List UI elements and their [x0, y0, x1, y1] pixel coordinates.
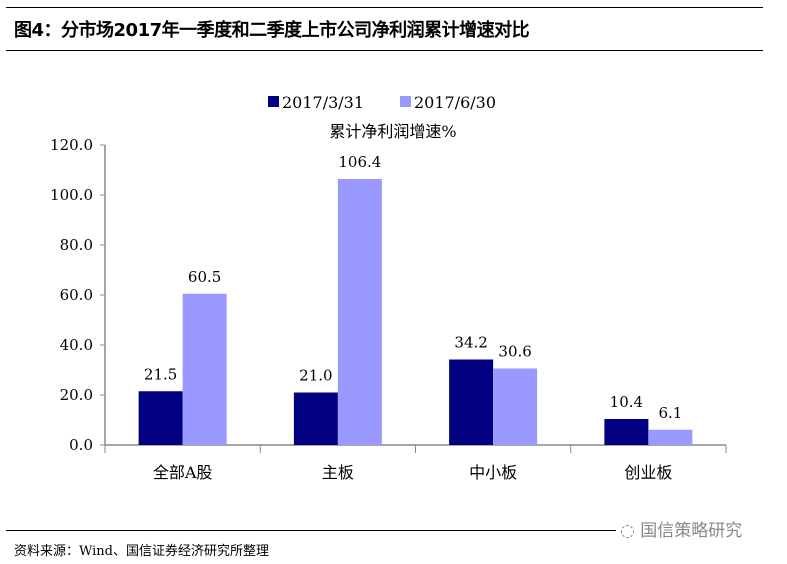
data-label: 10.4	[610, 393, 643, 411]
figure-title: 图4：分市场2017年一季度和二季度上市公司净利润累计增速对比	[14, 20, 530, 41]
bar-q2	[648, 429, 693, 445]
source-note: 资料来源：Wind、国信证券经济研究所整理	[14, 544, 269, 559]
x-tick-label: 全部A股	[153, 463, 213, 482]
x-tick-label: 创业板	[624, 463, 672, 482]
data-label: 34.2	[454, 334, 487, 352]
data-label: 60.5	[188, 268, 221, 286]
bar-q1	[604, 419, 649, 445]
y-tick-label: 40.0	[60, 336, 93, 354]
data-label: 6.1	[658, 404, 682, 422]
bar-q1	[449, 359, 494, 445]
top-rule	[6, 7, 763, 8]
bar-q2	[182, 293, 227, 445]
x-tick-label: 中小板	[469, 463, 517, 482]
legend-label: 2017/6/30	[414, 93, 496, 112]
legend-swatch	[268, 96, 279, 107]
y-tick-label: 80.0	[60, 236, 93, 254]
data-label: 30.6	[498, 343, 531, 361]
y-tick-label: 120.0	[50, 136, 93, 154]
bar-q1	[293, 392, 338, 445]
watermark-text: 国信策略研究	[640, 521, 743, 541]
bar-q1	[138, 391, 183, 445]
y-tick-label: 60.0	[60, 286, 93, 304]
chart-title: 累计净利润增速%	[329, 122, 456, 141]
legend-label: 2017/3/31	[282, 93, 364, 112]
y-tick-label: 20.0	[60, 386, 93, 404]
bar-q2	[337, 179, 382, 445]
data-label: 21.5	[144, 365, 177, 383]
y-tick-label: 0.0	[69, 436, 93, 454]
y-tick-label: 100.0	[50, 186, 93, 204]
data-label: 21.0	[299, 367, 332, 385]
data-label: 106.4	[338, 153, 381, 171]
x-tick-label: 主板	[322, 463, 354, 482]
wechat-icon: ◌	[620, 521, 641, 541]
bar-q2	[493, 368, 538, 445]
legend-swatch	[400, 96, 411, 107]
title-rule	[6, 50, 763, 51]
watermark: ◌ 国信策略研究	[620, 516, 742, 541]
footer-rule	[6, 530, 616, 531]
